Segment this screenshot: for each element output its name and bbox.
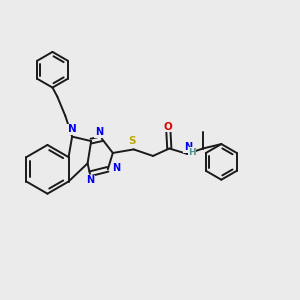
Text: N: N bbox=[68, 124, 76, 134]
Text: N: N bbox=[95, 127, 103, 137]
Text: N: N bbox=[184, 142, 192, 152]
Text: H: H bbox=[188, 148, 196, 157]
Text: O: O bbox=[164, 122, 172, 132]
Text: N: N bbox=[112, 163, 120, 173]
Text: N: N bbox=[86, 175, 94, 185]
Text: S: S bbox=[128, 136, 136, 146]
